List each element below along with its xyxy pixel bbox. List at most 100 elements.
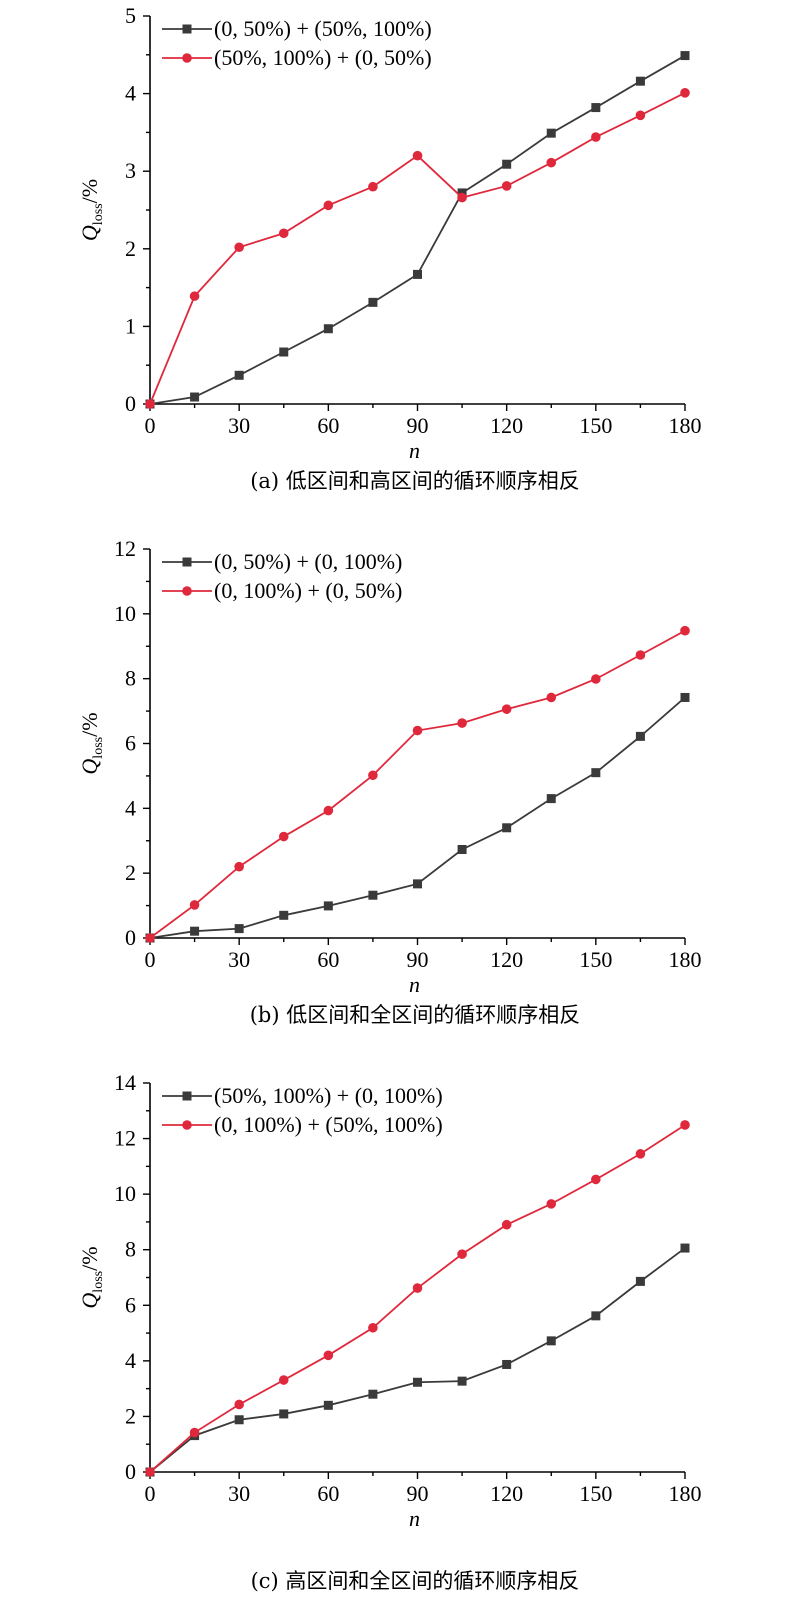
legend-label-0: (0, 50%) + (50%, 100%) <box>214 16 432 41</box>
data-point-circle <box>546 692 557 703</box>
legend-marker-circle <box>182 586 192 596</box>
data-point-circle <box>635 110 646 121</box>
data-point-square <box>234 924 244 934</box>
y-axis-label-unit: /% <box>77 179 102 203</box>
legend-label-1: (0, 100%) + (0, 50%) <box>214 578 402 603</box>
x-tick-label: 120 <box>490 947 523 972</box>
x-tick-label: 30 <box>228 947 250 972</box>
data-point-circle <box>145 933 155 943</box>
x-tick-label: 90 <box>407 413 429 438</box>
data-point-circle <box>234 242 244 253</box>
data-point-square <box>323 1400 333 1410</box>
x-tick-label: 150 <box>579 1481 612 1506</box>
chart-panel-0: 0 1 2 3 4 5 0 30 60 90 120 150 180 n Qloss/% (0, 50%) +… <box>77 3 702 493</box>
data-point-square <box>457 1376 467 1386</box>
data-point-circle <box>368 1322 378 1333</box>
x-tick-label: 0 <box>145 1481 156 1506</box>
legend-marker-square <box>182 24 192 34</box>
y-axis-label-q: Q <box>77 225 102 241</box>
data-point-square <box>413 879 422 889</box>
x-tick-label: 90 <box>407 1481 429 1506</box>
y-tick-label: 6 <box>125 731 136 756</box>
legend-label-0: (50%, 100%) + (0, 100%) <box>214 1083 443 1108</box>
data-point-square <box>457 845 467 855</box>
y-tick-label: 10 <box>114 601 136 626</box>
x-tick-label: 150 <box>579 947 612 972</box>
data-point-circle <box>368 770 378 781</box>
y-tick-label: 2 <box>125 236 136 261</box>
data-point-square <box>546 128 556 138</box>
x-tick-label: 120 <box>490 1481 523 1506</box>
x-axis-label: n <box>409 1506 420 1531</box>
data-point-circle <box>234 1399 244 1410</box>
data-point-circle <box>680 88 690 98</box>
data-point-square <box>635 76 645 86</box>
data-point-square <box>323 901 333 911</box>
x-tick-label: 180 <box>669 947 702 972</box>
y-axis-label-subscript: loss <box>91 737 106 759</box>
data-point-square <box>591 103 601 113</box>
y-axis-label-q: Q <box>77 1293 102 1309</box>
legend-label-0: (0, 50%) + (0, 100%) <box>214 549 402 574</box>
chart-caption: (b) 低区间和全区间的循环顺序相反 <box>250 1003 581 1027</box>
data-point-circle <box>680 1120 690 1130</box>
x-tick-label: 90 <box>407 947 429 972</box>
data-point-square <box>279 347 289 357</box>
x-tick-label: 180 <box>669 413 702 438</box>
x-tick-label: 60 <box>317 1481 339 1506</box>
y-tick-label: 8 <box>125 666 136 691</box>
y-tick-label: 6 <box>125 1292 136 1317</box>
data-point-square <box>680 692 690 702</box>
data-point-circle <box>368 181 378 192</box>
data-point-circle <box>323 200 334 211</box>
x-tick-label: 60 <box>317 947 339 972</box>
data-point-circle <box>145 1467 155 1477</box>
data-point-circle <box>635 650 646 660</box>
chart-caption: (c) 高区间和全区间的循环顺序相反 <box>251 1569 580 1593</box>
data-point-circle <box>457 718 467 728</box>
data-point-circle <box>278 831 289 842</box>
data-point-square <box>502 823 512 833</box>
series-line-0 <box>149 1247 686 1473</box>
y-tick-label: 4 <box>125 81 136 106</box>
data-point-square <box>502 159 512 169</box>
y-tick-label: 5 <box>125 3 136 28</box>
y-tick-label: 2 <box>125 860 136 885</box>
x-tick-label: 180 <box>669 1481 702 1506</box>
data-point-square <box>368 890 378 900</box>
x-tick-label: 150 <box>579 413 612 438</box>
data-point-circle <box>501 1219 512 1230</box>
data-point-square <box>190 392 200 402</box>
y-tick-label: 14 <box>114 1070 136 1095</box>
data-point-square <box>546 794 556 804</box>
data-point-square <box>680 1243 690 1253</box>
data-point-square <box>279 1409 289 1419</box>
y-tick-label: 12 <box>114 536 136 561</box>
data-point-circle <box>591 674 601 684</box>
y-tick-label: 10 <box>114 1181 136 1206</box>
y-axis-label: Qloss/% <box>77 179 106 241</box>
data-point-circle <box>412 1283 423 1293</box>
y-axis-label: Qloss/% <box>77 1246 106 1308</box>
data-point-circle <box>278 1375 289 1385</box>
data-point-circle <box>412 725 423 736</box>
x-tick-label: 30 <box>228 413 250 438</box>
x-tick-label: 0 <box>145 413 156 438</box>
x-axis-label: n <box>409 438 420 463</box>
data-point-square <box>234 370 244 380</box>
legend-marker-circle <box>182 1120 192 1130</box>
data-point-square <box>368 1389 378 1399</box>
data-point-square <box>234 1415 244 1425</box>
data-point-square <box>546 1336 556 1346</box>
x-tick-label: 30 <box>228 1481 250 1506</box>
data-point-circle <box>189 900 200 910</box>
data-point-square <box>368 297 378 307</box>
y-axis-label: Qloss/% <box>77 712 106 774</box>
y-tick-label: 4 <box>125 1348 136 1373</box>
y-tick-label: 0 <box>125 1459 136 1484</box>
data-point-square <box>190 926 200 936</box>
y-axis-label-unit: /% <box>77 712 102 736</box>
legend-marker-circle <box>182 53 192 63</box>
